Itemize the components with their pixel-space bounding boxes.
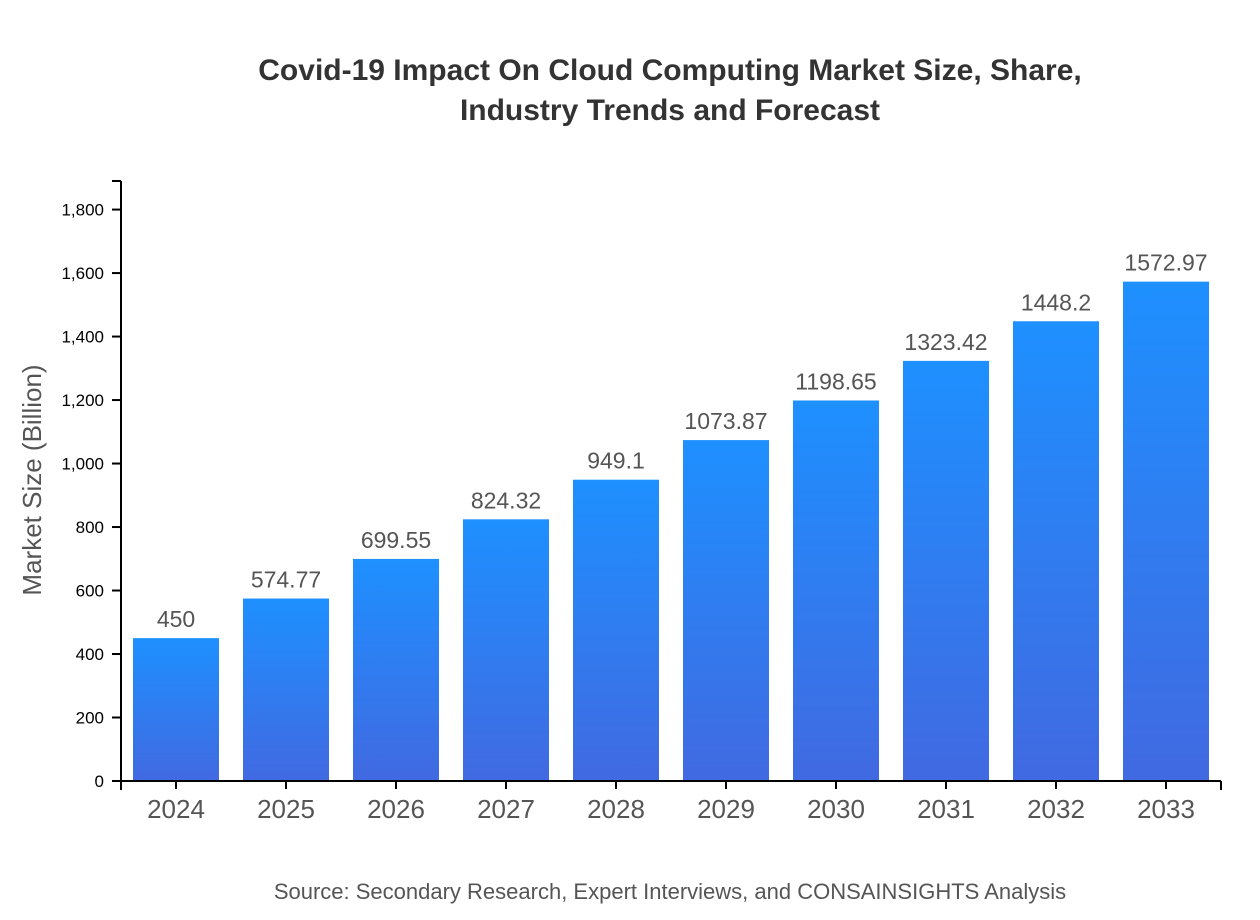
data-label-2029: 1073.87 (684, 408, 767, 434)
x-tick-label-2027: 2027 (477, 794, 535, 824)
bar-2024 (133, 638, 219, 781)
y-tick-label: 1,000 (61, 455, 104, 474)
bar-2028 (573, 479, 659, 781)
data-label-2024: 450 (157, 606, 195, 632)
bar-2030 (793, 400, 879, 781)
y-tick-label: 1,400 (61, 328, 104, 347)
y-tick-label: 1,800 (61, 201, 104, 220)
bar-2025 (243, 598, 329, 781)
x-axis: 2024 2025 2026 2027 2028 2029 2030 2031 2032 2033 (120, 780, 1222, 824)
x-tick-label-2028: 2028 (587, 794, 645, 824)
x-tick-label-2032: 2032 (1027, 794, 1085, 824)
bar-2027 (463, 519, 549, 781)
y-tick-label: 800 (76, 518, 104, 537)
x-tick-label-2026: 2026 (367, 794, 425, 824)
bar-2031 (903, 360, 989, 781)
bars-group: 450 574.77 699.55 824.32 949.1 1073.87 1198.65… (133, 250, 1209, 781)
y-tick-label: 200 (76, 709, 104, 728)
bar-2033 (1123, 281, 1209, 781)
y-tick-label: 600 (76, 582, 104, 601)
x-tick-label-2033: 2033 (1137, 794, 1195, 824)
chart-title-line-2: Industry Trends and Forecast (460, 94, 880, 127)
y-tick-label: 400 (76, 645, 104, 664)
data-label-2025: 574.77 (251, 567, 321, 593)
y-tick-label: 1,600 (61, 264, 104, 283)
bar-2029 (683, 440, 769, 781)
y-tick-label: 1,200 (61, 391, 104, 410)
x-tick-label-2031: 2031 (917, 794, 975, 824)
x-tick-label-2029: 2029 (697, 794, 755, 824)
y-tick-label: 0 (95, 772, 104, 791)
data-label-2032: 1448.2 (1021, 289, 1091, 315)
bar-2026 (353, 558, 439, 781)
x-tick-label-2030: 2030 (807, 794, 865, 824)
y-axis: 0 200 400 600 800 1,000 1,200 1,400 1,600 1,800 (61, 180, 122, 791)
source-note: Source: Secondary Research, Expert Inter… (274, 879, 1066, 904)
data-label-2030: 1198.65 (795, 368, 876, 394)
chart-title-line-1: Covid-19 Impact On Cloud Computing Marke… (258, 54, 1081, 87)
bar-2032 (1013, 321, 1099, 781)
data-label-2026: 699.55 (361, 527, 431, 553)
data-label-2033: 1572.97 (1124, 250, 1207, 276)
data-label-2028: 949.1 (587, 448, 645, 474)
data-label-2031: 1323.42 (904, 329, 987, 355)
x-tick-label-2024: 2024 (147, 794, 205, 824)
data-label-2027: 824.32 (471, 487, 541, 513)
y-axis-label: Market Size (Billion) (17, 364, 47, 595)
x-tick-label-2025: 2025 (257, 794, 315, 824)
